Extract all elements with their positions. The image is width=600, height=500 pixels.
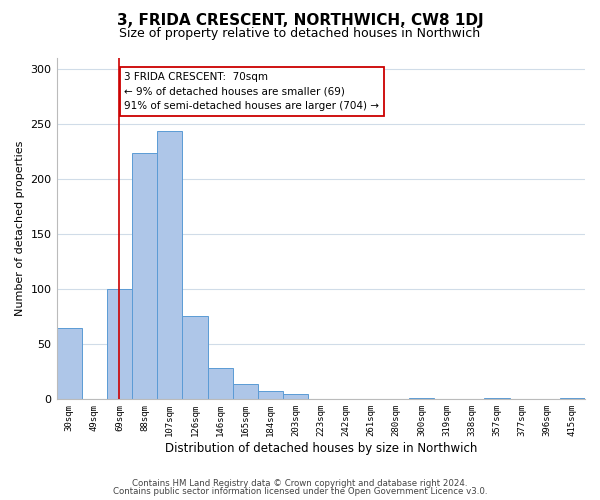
Bar	[484, 398, 509, 400]
Text: Size of property relative to detached houses in Northwich: Size of property relative to detached ho…	[119, 28, 481, 40]
Bar	[283, 394, 308, 400]
Bar	[233, 384, 258, 400]
Bar	[182, 316, 208, 400]
Bar	[258, 390, 283, 400]
Bar	[157, 132, 182, 400]
Text: 3 FRIDA CRESCENT:  70sqm
← 9% of detached houses are smaller (69)
91% of semi-de: 3 FRIDA CRESCENT: 70sqm ← 9% of detached…	[124, 72, 379, 112]
Bar	[409, 398, 434, 400]
Bar	[208, 368, 233, 400]
X-axis label: Distribution of detached houses by size in Northwich: Distribution of detached houses by size …	[164, 442, 477, 455]
Bar	[560, 398, 585, 400]
Y-axis label: Number of detached properties: Number of detached properties	[15, 140, 25, 316]
Bar	[107, 289, 132, 400]
Text: Contains HM Land Registry data © Crown copyright and database right 2024.: Contains HM Land Registry data © Crown c…	[132, 478, 468, 488]
Text: 3, FRIDA CRESCENT, NORTHWICH, CW8 1DJ: 3, FRIDA CRESCENT, NORTHWICH, CW8 1DJ	[116, 12, 484, 28]
Bar	[56, 328, 82, 400]
Text: Contains public sector information licensed under the Open Government Licence v3: Contains public sector information licen…	[113, 487, 487, 496]
Bar	[132, 154, 157, 400]
